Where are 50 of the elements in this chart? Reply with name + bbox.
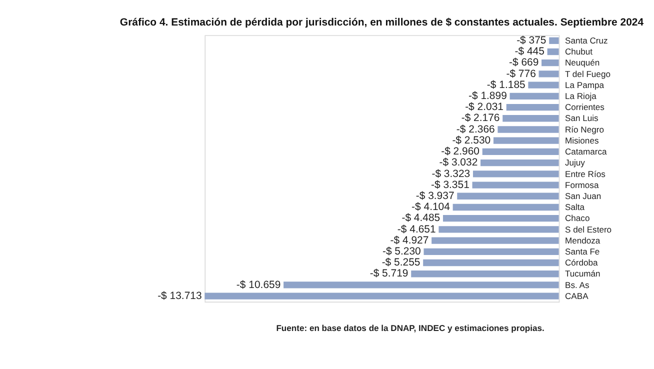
data-label: -$ 4.104 — [412, 202, 450, 214]
data-label: -$ 2.960 — [441, 146, 480, 158]
y-tick-label: Río Negro — [564, 124, 604, 134]
data-label: -$ 5.230 — [382, 246, 422, 258]
y-tick-label: San Luis — [564, 113, 598, 124]
data-label: -$ 3.032 — [439, 158, 478, 169]
data-label: -$ 2.366 — [456, 124, 496, 136]
y-tick-label: Bs. As — [564, 280, 590, 290]
data-label: -$ 2.176 — [461, 113, 500, 124]
y-tick-label: Misiones — [564, 135, 599, 146]
y-tick-label: Chaco — [564, 213, 590, 224]
data-label: -$ 3.351 — [430, 180, 470, 191]
chart-title: Gráfico 4. Estimación de pérdida por jurisdicción, en millones de $ constantes actuales. Septiembre 2024 — [120, 17, 644, 28]
data-label: -$ 13.713 — [158, 290, 202, 302]
y-tick-label: Santa Fe — [564, 246, 600, 257]
data-label: -$ 10.659 — [236, 280, 281, 291]
y-tick-label: La Pampa — [564, 80, 604, 90]
y-tick-label: T del Fuego — [564, 68, 611, 79]
y-tick-label: Corrientes — [564, 102, 604, 112]
data-label: -$ 4.927 — [390, 235, 429, 246]
y-tick-label: S del Estero — [564, 224, 612, 234]
y-tick-label: Catamarca — [564, 146, 608, 157]
source-note: Fuente: en base datos de la DNAP, INDEC y estimaciones propias. — [276, 323, 544, 334]
y-tick-label: La Rioja — [564, 91, 597, 102]
data-label: -$ 375 — [516, 35, 546, 46]
y-tick-label: Chubut — [564, 46, 594, 57]
data-label: -$ 776 — [506, 68, 536, 80]
y-tick-label: San Juan — [564, 190, 602, 201]
data-label: -$ 4.651 — [397, 224, 436, 236]
y-tick-label: Córdoba — [564, 258, 598, 268]
y-tick-label: CABA — [564, 290, 589, 301]
data-label: -$ 2.031 — [465, 102, 504, 114]
y-tick-label: Neuquén — [564, 58, 600, 68]
data-label: -$ 669 — [508, 58, 539, 69]
data-label: -$ 1.185 — [486, 80, 526, 91]
y-tick-label: Jujuy — [564, 158, 586, 168]
data-label: -$ 4.485 — [402, 213, 440, 224]
data-label: -$ 5.255 — [382, 258, 420, 269]
data-label: -$ 3.323 — [432, 168, 470, 180]
data-label: -$ 445 — [514, 46, 545, 58]
y-tick-label: Mendoza — [564, 235, 600, 246]
data-label: -$ 5.719 — [370, 268, 408, 280]
y-tick-label: Salta — [564, 202, 585, 212]
data-label: -$ 1.899 — [468, 91, 508, 102]
y-tick-label: Formosa — [564, 180, 599, 190]
y-tick-label: Santa Cruz — [564, 35, 608, 46]
data-label: -$ 3.937 — [416, 190, 454, 202]
data-label: -$ 2.530 — [452, 135, 491, 146]
y-tick-label: Entre Ríos — [564, 168, 606, 179]
y-tick-label: Tucumán — [564, 268, 601, 279]
